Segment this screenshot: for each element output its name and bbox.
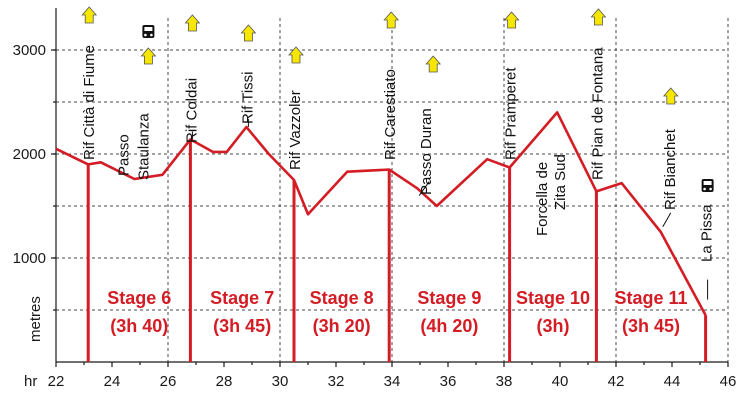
hut-icon-arrow bbox=[81, 6, 98, 24]
x-tick-label: 30 bbox=[272, 373, 289, 390]
x-tick-label: 44 bbox=[664, 373, 681, 390]
icon-layer bbox=[81, 6, 714, 192]
stage-duration-label: (3h 45) bbox=[213, 316, 271, 336]
place-layer: Rif Città di Fiume Passo Staulanza Rif Cold… bbox=[81, 45, 716, 300]
stage-labels-layer: Stage 6 (3h 40) Stage 7 (3h 45) Stage 8 (3h 2… bbox=[107, 288, 687, 336]
stage-duration-label: (3h) bbox=[537, 316, 570, 336]
hut-icon bbox=[240, 24, 257, 42]
stage-label: Stage 9 bbox=[417, 288, 481, 308]
hut-icon bbox=[590, 8, 607, 26]
x-tick-label: 32 bbox=[328, 373, 345, 390]
x-tick-label: 26 bbox=[160, 373, 177, 390]
bus-icon bbox=[142, 25, 155, 38]
place-label: Rif Pramperet bbox=[503, 67, 520, 160]
stage-lines-layer bbox=[86, 139, 708, 362]
hut-icon-arrow bbox=[288, 46, 304, 64]
stage-label: Stage 10 bbox=[516, 288, 590, 308]
label-leader-line bbox=[662, 212, 672, 228]
stage-duration-label: (3h 45) bbox=[622, 316, 680, 336]
place-label: Rif Carestiato bbox=[382, 69, 399, 160]
x-tick-label: 40 bbox=[552, 373, 569, 390]
hut-icon bbox=[503, 11, 520, 29]
bus-icon-light bbox=[709, 187, 712, 191]
x-tick-label: 36 bbox=[440, 373, 457, 390]
y-tick-label: 3000 bbox=[13, 42, 46, 59]
y-axis-label: metres bbox=[27, 296, 44, 342]
x-tick-label: 28 bbox=[216, 373, 233, 390]
place-label: La Pissa bbox=[699, 204, 716, 262]
hut-icon-arrow bbox=[662, 87, 679, 105]
place-label: Staulanza bbox=[135, 113, 152, 180]
hut-icon bbox=[81, 6, 98, 24]
hut-icon bbox=[288, 46, 304, 64]
x-tick-label: 22 bbox=[48, 373, 65, 390]
place-label: Rif Vazzoler bbox=[287, 90, 304, 170]
hut-icon bbox=[140, 47, 157, 65]
x-tick-label: 42 bbox=[608, 373, 625, 390]
bus-icon-window bbox=[144, 27, 153, 31]
place-label: Rif Coldai bbox=[183, 78, 200, 143]
label-leader-line bbox=[418, 181, 430, 196]
hut-icon-arrow bbox=[184, 14, 201, 32]
stage-duration-label: (3h 20) bbox=[313, 316, 371, 336]
bus-icon-window bbox=[703, 181, 712, 185]
hut-icon-arrow bbox=[590, 8, 607, 26]
profile-layer bbox=[55, 111, 707, 316]
x-axis-label: hr bbox=[24, 373, 37, 390]
x-tick-label: 34 bbox=[384, 373, 401, 390]
hut-icon-arrow bbox=[240, 24, 257, 42]
place-label: Rif Tissi bbox=[239, 72, 256, 125]
place-label: Rif Pian de Fontana bbox=[589, 47, 606, 180]
hut-icon bbox=[662, 87, 679, 105]
stage-label: Stage 7 bbox=[210, 288, 274, 308]
hut-icon-arrow bbox=[140, 47, 157, 65]
y-tick-label: 1000 bbox=[13, 250, 46, 267]
stage-duration-label: (4h 20) bbox=[420, 316, 478, 336]
hut-icon-arrow bbox=[383, 11, 400, 29]
bus-icon-light bbox=[703, 187, 706, 191]
bus-icon-body bbox=[701, 179, 714, 192]
y-tick-label: 2000 bbox=[13, 146, 46, 163]
hut-icon bbox=[425, 55, 442, 73]
axis-layer: 1000 2000 3000 22 24 26 28 30 32 34 36 38 40 42 44 46 bbox=[13, 8, 737, 390]
hut-icon-arrow bbox=[425, 55, 442, 73]
elevation-profile-line bbox=[55, 111, 707, 316]
grid-layer bbox=[56, 18, 729, 362]
bus-icon-body bbox=[142, 25, 155, 38]
x-tick-label: 24 bbox=[104, 373, 121, 390]
place-label: Forcella de bbox=[534, 162, 551, 236]
place-label: Rif Bianchet bbox=[662, 128, 679, 210]
x-tick-label: 38 bbox=[496, 373, 513, 390]
stage-label: Stage 8 bbox=[310, 288, 374, 308]
stage-duration-label: (3h 40) bbox=[110, 316, 168, 336]
place-label: Zita Sud bbox=[552, 154, 569, 210]
bus-icon-light bbox=[144, 33, 147, 37]
hut-icon bbox=[184, 14, 201, 32]
bus-icon bbox=[701, 179, 714, 192]
place-label: Rif Città di Fiume bbox=[81, 45, 98, 160]
place-label: Passo bbox=[115, 134, 132, 176]
place-label: Passo Duran bbox=[418, 108, 435, 195]
bus-icon-light bbox=[150, 33, 153, 37]
stage-label: Stage 11 bbox=[614, 288, 687, 308]
hut-icon-arrow bbox=[503, 11, 520, 29]
x-tick-label: 46 bbox=[720, 373, 737, 390]
stage-label: Stage 6 bbox=[107, 288, 171, 308]
hut-icon bbox=[383, 11, 400, 29]
